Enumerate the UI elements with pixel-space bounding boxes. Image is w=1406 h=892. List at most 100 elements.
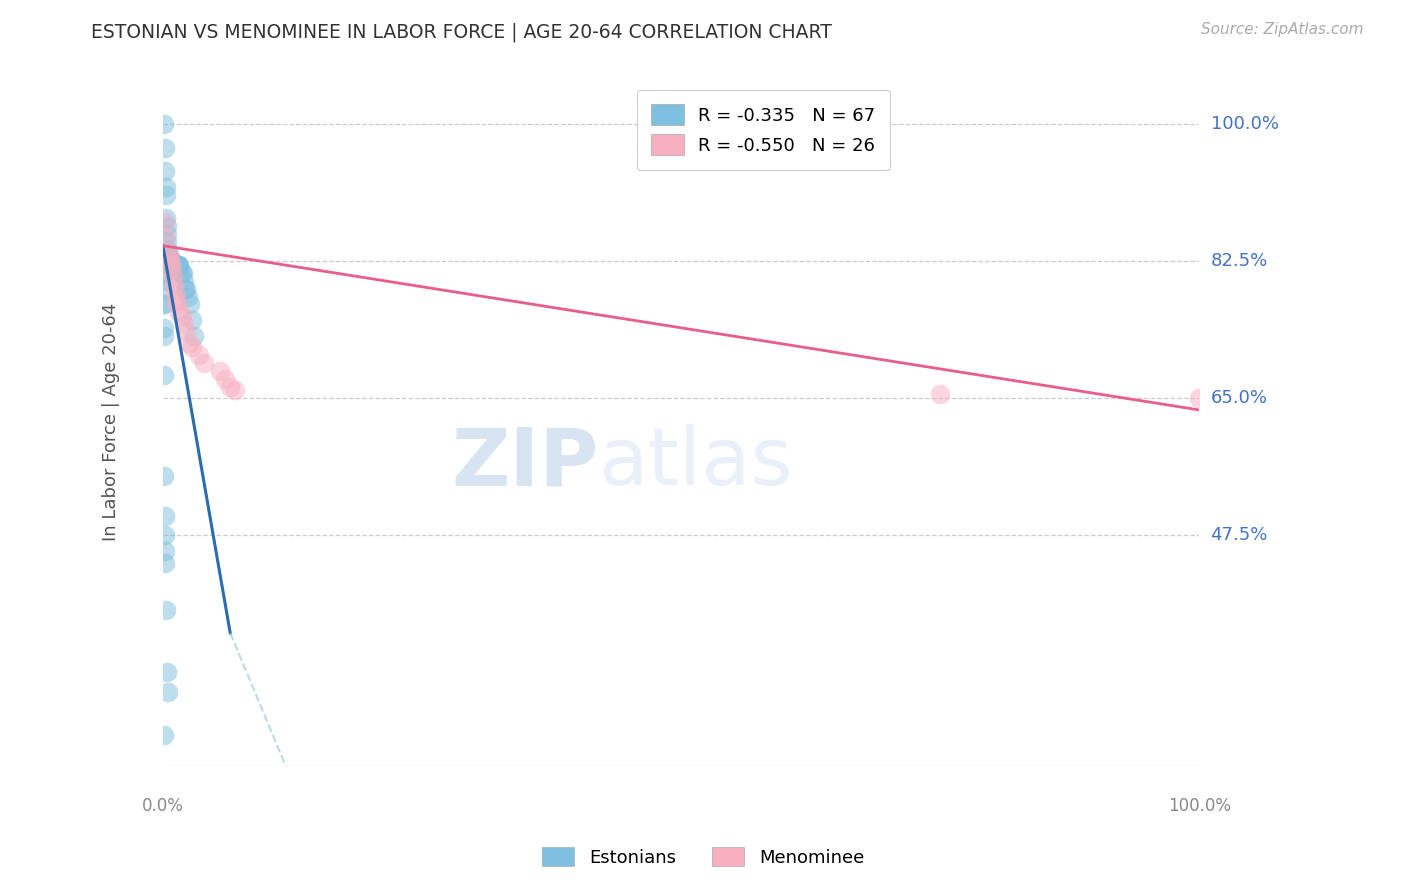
Point bbox=[157, 258, 180, 272]
Point bbox=[173, 274, 195, 288]
Point bbox=[153, 528, 176, 542]
Point bbox=[153, 544, 176, 558]
Point bbox=[166, 258, 188, 272]
Point bbox=[157, 246, 180, 260]
Point bbox=[165, 258, 187, 272]
Point bbox=[180, 313, 202, 327]
Point bbox=[162, 270, 184, 285]
Text: ESTONIAN VS MENOMINEE IN LABOR FORCE | AGE 20-64 CORRELATION CHART: ESTONIAN VS MENOMINEE IN LABOR FORCE | A… bbox=[91, 22, 832, 42]
Point bbox=[160, 258, 183, 272]
Point bbox=[169, 258, 191, 272]
Point bbox=[165, 258, 187, 272]
Text: ZIP: ZIP bbox=[451, 424, 598, 502]
Text: 100.0%: 100.0% bbox=[1168, 797, 1230, 814]
Point bbox=[159, 258, 181, 272]
Point bbox=[153, 266, 176, 280]
Point bbox=[179, 297, 201, 311]
Point bbox=[929, 387, 952, 401]
Text: Source: ZipAtlas.com: Source: ZipAtlas.com bbox=[1201, 22, 1364, 37]
Point bbox=[160, 258, 183, 272]
Point bbox=[173, 282, 195, 296]
Point bbox=[208, 364, 231, 378]
Point bbox=[177, 336, 200, 351]
Point bbox=[153, 141, 176, 155]
Point bbox=[156, 227, 179, 241]
Point bbox=[153, 556, 176, 570]
Point bbox=[157, 246, 180, 260]
Point bbox=[166, 297, 188, 311]
Point bbox=[188, 348, 211, 362]
Text: 100.0%: 100.0% bbox=[1211, 115, 1278, 134]
Point bbox=[1188, 391, 1211, 405]
Text: 0.0%: 0.0% bbox=[142, 797, 184, 814]
Point bbox=[153, 728, 176, 742]
Point bbox=[155, 231, 177, 245]
Point bbox=[174, 282, 197, 296]
Text: 82.5%: 82.5% bbox=[1211, 252, 1268, 270]
Point bbox=[156, 219, 179, 233]
Point bbox=[170, 309, 193, 323]
Point bbox=[153, 164, 176, 178]
Point bbox=[163, 258, 186, 272]
Legend: Estonians, Menominee: Estonians, Menominee bbox=[534, 840, 872, 874]
Point bbox=[180, 340, 202, 354]
Point bbox=[157, 251, 180, 265]
Point bbox=[167, 258, 190, 272]
Text: In Labor Force | Age 20-64: In Labor Force | Age 20-64 bbox=[103, 302, 120, 541]
Point bbox=[169, 305, 191, 319]
Text: 65.0%: 65.0% bbox=[1211, 389, 1268, 408]
Point bbox=[153, 321, 176, 335]
Point bbox=[156, 235, 179, 249]
Point bbox=[167, 258, 190, 272]
Point bbox=[224, 384, 246, 398]
Point bbox=[219, 379, 242, 393]
Point bbox=[169, 258, 191, 272]
Point bbox=[162, 258, 184, 272]
Point bbox=[160, 258, 183, 272]
Text: 47.5%: 47.5% bbox=[1211, 526, 1268, 544]
Point bbox=[160, 258, 183, 272]
Point bbox=[160, 258, 183, 272]
Point bbox=[157, 251, 180, 265]
Point bbox=[159, 251, 181, 265]
Point bbox=[173, 317, 195, 331]
Point bbox=[153, 469, 176, 483]
Point bbox=[160, 254, 183, 268]
Text: atlas: atlas bbox=[598, 424, 793, 502]
Point bbox=[157, 251, 180, 265]
Point bbox=[155, 180, 177, 194]
Point bbox=[163, 277, 186, 292]
Point bbox=[157, 251, 180, 265]
Point bbox=[153, 117, 176, 131]
Point bbox=[160, 258, 183, 272]
Legend: R = -0.335   N = 67, R = -0.550   N = 26: R = -0.335 N = 67, R = -0.550 N = 26 bbox=[637, 90, 890, 169]
Point bbox=[156, 665, 179, 679]
Point bbox=[170, 266, 193, 280]
Point bbox=[183, 328, 205, 343]
Point bbox=[165, 258, 187, 272]
Point bbox=[157, 243, 180, 257]
Point bbox=[165, 293, 187, 308]
Point bbox=[169, 266, 191, 280]
Point bbox=[155, 602, 177, 616]
Point bbox=[159, 258, 181, 272]
Point bbox=[153, 282, 176, 296]
Point bbox=[153, 328, 176, 343]
Point bbox=[172, 266, 194, 280]
Point bbox=[153, 297, 176, 311]
Point bbox=[153, 368, 176, 382]
Point bbox=[174, 325, 197, 339]
Point bbox=[177, 289, 200, 303]
Point bbox=[155, 187, 177, 202]
Point bbox=[165, 285, 187, 300]
Point bbox=[162, 258, 184, 272]
Point bbox=[193, 356, 215, 370]
Point bbox=[157, 684, 180, 698]
Point bbox=[153, 297, 176, 311]
Point bbox=[214, 372, 236, 386]
Point bbox=[160, 258, 183, 272]
Point bbox=[159, 254, 181, 268]
Point bbox=[166, 258, 188, 272]
Point bbox=[165, 258, 187, 272]
Point bbox=[153, 215, 176, 229]
